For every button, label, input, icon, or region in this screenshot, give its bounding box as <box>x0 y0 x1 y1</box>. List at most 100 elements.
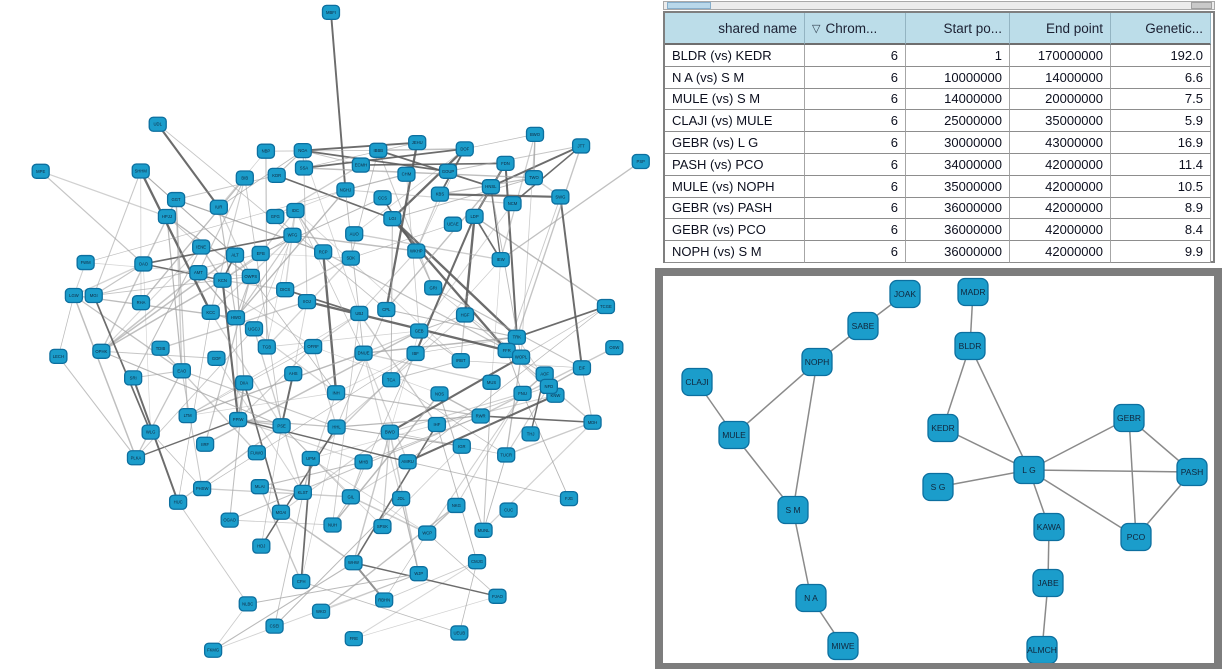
network-node[interactable]: MADR <box>957 277 989 307</box>
network-node[interactable]: OPHK <box>92 343 111 359</box>
network-node[interactable]: MULE <box>718 420 750 450</box>
network-node[interactable]: WJP <box>409 566 428 582</box>
network-node[interactable]: NFD <box>539 378 559 395</box>
selected-subnetwork-panel[interactable]: JOAK SABE NOPH CLAJI MULE S M N A MIWE MADR BLDR K… <box>655 268 1222 669</box>
table-row[interactable]: CLAJI (vs) MULE 6 25000000 35000000 5.9 <box>665 110 1213 133</box>
table-cell[interactable]: 36000000 <box>906 219 1010 242</box>
table-cell[interactable]: PASH (vs) PCO <box>665 153 805 176</box>
network-node[interactable]: NOS <box>430 386 449 402</box>
network-node[interactable]: GIL <box>341 489 361 505</box>
network-node[interactable]: GGT <box>166 191 186 208</box>
table-cell[interactable]: MULE (vs) NOPH <box>665 175 805 198</box>
table-cell[interactable]: 6 <box>805 175 906 198</box>
network-node[interactable]: JEHU <box>408 134 427 151</box>
network-node[interactable]: MGAI <box>271 504 291 520</box>
network-node[interactable]: FWM <box>76 254 95 271</box>
table-row[interactable]: GEBR (vs) PASH 6 36000000 42000000 8.9 <box>665 197 1213 220</box>
network-node[interactable]: IGR <box>452 438 471 454</box>
network-node[interactable]: FDN <box>496 155 515 172</box>
network-node[interactable]: FRE <box>344 630 363 647</box>
table-row[interactable]: GEBR (vs) PCO 6 36000000 42000000 8.4 <box>665 219 1213 242</box>
network-node[interactable]: PLKA <box>126 450 146 466</box>
column-header[interactable]: ▽ Chrom... <box>805 13 906 45</box>
network-node[interactable]: LECH <box>49 348 68 365</box>
network-node[interactable]: MGI <box>84 287 103 304</box>
table-cell[interactable]: 6 <box>805 88 906 111</box>
table-cell[interactable]: 36000000 <box>906 241 1010 263</box>
network-node[interactable]: DIIA <box>234 375 254 391</box>
overview-network-panel[interactable]: MBFI NGHJ UDL MPE SHHM GGT HPJJ IUR KDR GFG IDC IEN… <box>0 0 652 669</box>
column-header[interactable]: Genetic... <box>1111 13 1211 45</box>
scrollbar-button[interactable] <box>1191 2 1212 9</box>
network-node[interactable]: UGCJ <box>244 321 264 337</box>
network-node[interactable]: WFG <box>283 227 302 243</box>
network-node[interactable]: L G <box>1013 455 1045 485</box>
network-node[interactable]: CHM <box>397 166 416 182</box>
table-cell[interactable]: 6 <box>805 110 906 133</box>
network-node[interactable]: TWO <box>524 170 544 186</box>
network-node[interactable]: AMT <box>189 265 208 281</box>
network-node[interactable]: DOF <box>455 141 474 157</box>
network-node[interactable]: WOPL <box>511 349 531 365</box>
table-cell[interactable]: 10.5 <box>1111 175 1211 198</box>
network-node[interactable]: LGI <box>383 211 402 227</box>
network-node[interactable]: EIF <box>572 360 592 376</box>
table-cell[interactable]: 6.6 <box>1111 66 1211 89</box>
table-cell[interactable]: GEBR (vs) PASH <box>665 197 805 220</box>
network-node[interactable]: MLAI <box>250 479 269 495</box>
network-node[interactable]: SABE <box>847 311 879 341</box>
table-cell[interactable]: MULE (vs) S M <box>665 88 805 111</box>
network-node[interactable]: JABE <box>1032 568 1064 598</box>
network-node[interactable]: DICS <box>276 282 295 298</box>
table-cell[interactable]: 6 <box>805 66 906 89</box>
table-cell[interactable]: 6 <box>805 219 906 242</box>
table-cell[interactable]: 170000000 <box>1010 45 1111 67</box>
network-node[interactable]: IBBB <box>369 142 388 158</box>
network-node[interactable]: NUH <box>323 517 342 533</box>
network-node[interactable]: GOF <box>207 350 226 366</box>
network-node[interactable]: NGHJ <box>336 182 355 198</box>
network-node[interactable]: CSEI <box>265 618 284 634</box>
table-cell[interactable]: NOPH (vs) S M <box>665 241 805 263</box>
network-node[interactable]: LDP <box>465 208 484 225</box>
network-node[interactable]: UEUB <box>450 625 469 641</box>
network-node[interactable]: FNU <box>513 385 532 401</box>
network-node[interactable]: LGW <box>64 287 84 304</box>
table-row[interactable]: MULE (vs) S M 6 14000000 20000000 7.5 <box>665 88 1213 111</box>
network-node[interactable]: HWO <box>226 310 246 326</box>
network-node[interactable]: CFH <box>292 573 311 590</box>
network-node[interactable]: TCGE <box>596 298 616 315</box>
network-node[interactable]: MUS <box>482 374 501 390</box>
network-node[interactable]: NBP <box>256 143 276 159</box>
table-cell[interactable]: 42000000 <box>1010 197 1111 220</box>
network-node[interactable]: RHA <box>131 295 151 311</box>
network-node[interactable]: HPJJ <box>157 208 177 225</box>
network-node[interactable]: RCP <box>314 244 333 260</box>
network-node[interactable]: IUR <box>209 199 228 215</box>
table-cell[interactable]: 42000000 <box>1010 241 1111 263</box>
table-cell[interactable]: BLDR (vs) KEDR <box>665 45 805 67</box>
table-cell[interactable]: 36000000 <box>906 197 1010 220</box>
table-cell[interactable]: 9.9 <box>1111 241 1211 263</box>
network-node[interactable]: AMRU <box>398 454 417 470</box>
table-cell[interactable]: GEBR (vs) L G <box>665 132 805 154</box>
table-cell[interactable]: 1 <box>906 45 1010 67</box>
scrollbar-thumb[interactable] <box>667 2 711 9</box>
network-node[interactable]: PCO <box>1120 522 1152 552</box>
network-node[interactable]: GEBR <box>1113 403 1145 433</box>
network-node[interactable]: IDC <box>286 202 305 219</box>
network-node[interactable]: WKO <box>311 603 331 619</box>
network-node[interactable]: SWG <box>551 189 570 205</box>
table-cell[interactable]: 6 <box>805 153 906 176</box>
network-node[interactable]: TRK <box>507 329 526 345</box>
table-cell[interactable]: 6 <box>805 241 906 263</box>
network-node[interactable]: SSA <box>294 160 314 176</box>
network-node[interactable]: UPM <box>301 450 320 467</box>
network-node[interactable]: S M <box>777 495 809 525</box>
network-node[interactable]: CMJG <box>467 554 487 570</box>
table-cell[interactable]: 42000000 <box>1010 153 1111 176</box>
network-node[interactable]: GEB <box>410 323 429 339</box>
table-cell[interactable]: 30000000 <box>906 132 1010 154</box>
network-node[interactable]: JDL <box>391 490 411 507</box>
